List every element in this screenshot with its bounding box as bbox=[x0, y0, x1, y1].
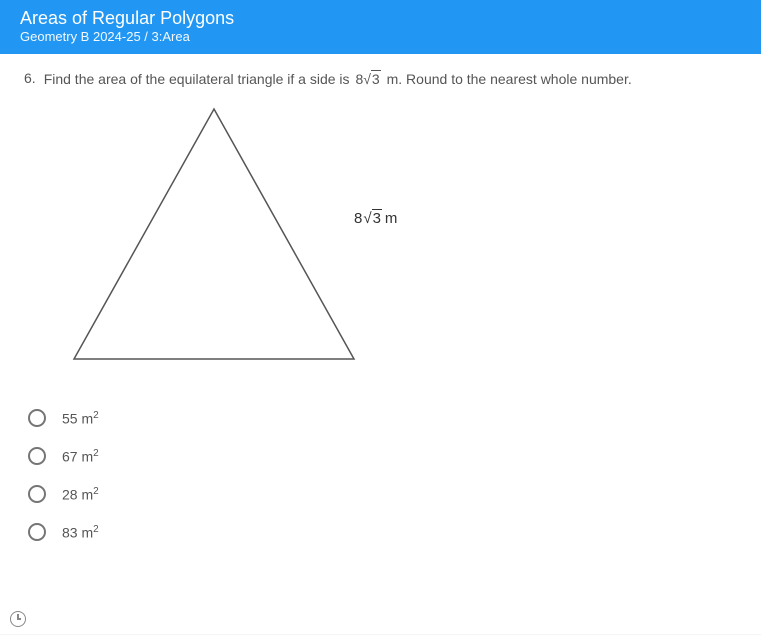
radio-button[interactable] bbox=[28, 409, 46, 427]
triangle-figure: 8√3m bbox=[64, 99, 464, 379]
question-text: Find the area of the equilateral triangl… bbox=[44, 70, 632, 87]
question-number: 6. bbox=[24, 70, 36, 87]
option-row[interactable]: 55 m2 bbox=[28, 399, 737, 437]
equilateral-triangle bbox=[74, 109, 354, 359]
question-prompt: 6. Find the area of the equilateral tria… bbox=[24, 70, 737, 87]
question-content: 6. Find the area of the equilateral tria… bbox=[0, 54, 761, 634]
triangle-side-label: 8√3m bbox=[354, 209, 397, 227]
triangle-svg bbox=[64, 99, 364, 369]
option-row[interactable]: 83 m2 bbox=[28, 513, 737, 551]
question-text-before: Find the area of the equilateral triangl… bbox=[44, 71, 354, 87]
assignment-title: Areas of Regular Polygons bbox=[20, 8, 741, 29]
label-radicand: 3 bbox=[372, 209, 382, 227]
sqrt-symbol-icon: √ bbox=[363, 210, 371, 227]
side-value: 8√3 bbox=[355, 70, 380, 87]
side-radicand: 3 bbox=[371, 70, 381, 87]
assignment-breadcrumb: Geometry B 2024-25 / 3:Area bbox=[20, 29, 741, 44]
question-text-after: m. Round to the nearest whole number. bbox=[383, 71, 632, 87]
label-coef: 8 bbox=[354, 210, 362, 227]
answer-options: 55 m2 67 m2 28 m2 83 m2 bbox=[28, 399, 737, 551]
option-label: 67 m2 bbox=[62, 448, 99, 465]
radio-button[interactable] bbox=[28, 485, 46, 503]
assignment-header: Areas of Regular Polygons Geometry B 202… bbox=[0, 0, 761, 54]
option-label: 28 m2 bbox=[62, 486, 99, 503]
option-label: 83 m2 bbox=[62, 524, 99, 541]
option-label: 55 m2 bbox=[62, 410, 99, 427]
clock-icon[interactable] bbox=[10, 611, 26, 627]
option-row[interactable]: 67 m2 bbox=[28, 437, 737, 475]
sqrt-symbol: √ bbox=[363, 71, 371, 87]
option-row[interactable]: 28 m2 bbox=[28, 475, 737, 513]
radio-button[interactable] bbox=[28, 523, 46, 541]
side-coef: 8 bbox=[355, 71, 363, 87]
label-unit: m bbox=[385, 210, 398, 227]
radio-button[interactable] bbox=[28, 447, 46, 465]
